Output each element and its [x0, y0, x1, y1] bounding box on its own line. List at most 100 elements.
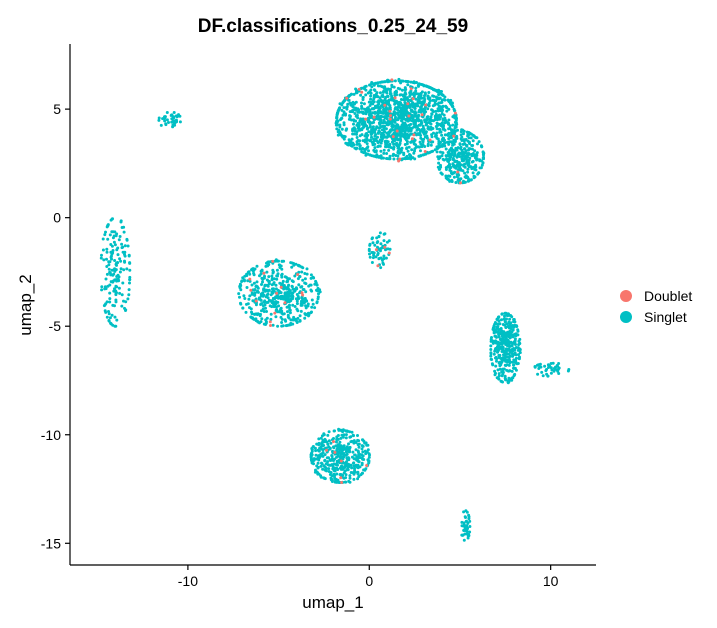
singlet-point: [280, 267, 284, 271]
singlet-point: [375, 236, 379, 240]
singlet-point: [368, 130, 372, 134]
singlet-point: [434, 112, 438, 116]
singlet-point: [316, 472, 320, 476]
singlet-point: [458, 143, 462, 146]
singlet-point: [259, 312, 262, 316]
singlet-point: [310, 310, 313, 314]
singlet-point: [465, 130, 469, 134]
singlet-point: [443, 133, 447, 137]
singlet-point: [431, 149, 435, 153]
singlet-point: [438, 141, 442, 145]
x-ticks: -10 0 10: [178, 565, 559, 589]
singlet-point: [336, 480, 340, 484]
singlet-point: [430, 135, 434, 139]
singlet-point: [102, 258, 106, 262]
singlet-point: [375, 81, 379, 85]
singlet-point: [274, 295, 278, 299]
singlet-point: [497, 347, 501, 351]
singlet-point: [299, 309, 303, 313]
singlet-point: [108, 297, 112, 301]
y-tick-label: -15: [41, 535, 61, 551]
singlet-point: [313, 306, 317, 310]
singlet-point: [364, 452, 368, 456]
singlet-point: [350, 118, 353, 122]
singlet-point: [100, 253, 103, 257]
singlet-point: [399, 98, 403, 101]
singlet-point: [367, 461, 371, 465]
singlet-point: [357, 121, 361, 125]
singlet-point: [455, 148, 459, 152]
singlet-point: [460, 152, 464, 156]
singlet-point: [352, 457, 356, 461]
singlet-point: [434, 125, 438, 128]
singlet-point: [514, 356, 518, 360]
legend-label-singlet: Singlet: [644, 309, 687, 325]
singlet-point: [104, 277, 108, 281]
singlet-point: [107, 312, 111, 316]
singlet-point: [482, 153, 485, 157]
singlet-point: [367, 249, 371, 253]
singlet-point: [335, 127, 339, 131]
singlet-point: [105, 265, 109, 268]
singlet-point: [510, 315, 514, 319]
singlet-point: [280, 259, 284, 263]
singlet-point: [248, 272, 252, 276]
singlet-point: [383, 111, 386, 114]
singlet-point: [422, 96, 426, 100]
singlet-point: [440, 98, 444, 102]
singlet-point: [411, 92, 414, 96]
singlet-point: [250, 283, 254, 287]
singlet-point: [425, 134, 429, 138]
singlet-point: [344, 141, 348, 145]
singlet-point: [294, 297, 298, 301]
singlet-point: [276, 272, 280, 276]
doublet-point: [269, 324, 272, 327]
singlet-point: [507, 347, 511, 351]
singlet-point: [437, 145, 441, 149]
singlet-point: [355, 132, 358, 136]
singlet-point: [382, 239, 386, 243]
singlet-point: [128, 281, 131, 285]
singlet-point: [291, 280, 295, 284]
singlet-point: [310, 448, 314, 452]
singlet-point: [453, 153, 457, 157]
singlet-point: [459, 145, 463, 149]
singlet-point: [434, 109, 438, 113]
singlet-point: [373, 146, 377, 150]
singlet-point: [479, 166, 483, 170]
y-tick-label: -5: [49, 318, 62, 334]
singlet-point: [396, 146, 400, 150]
singlet-point: [271, 296, 275, 300]
doublet-point: [387, 251, 391, 255]
singlet-point: [499, 332, 503, 336]
singlet-point: [366, 138, 370, 142]
singlet-point: [499, 363, 503, 367]
singlet-point: [333, 480, 337, 484]
singlet-point: [369, 133, 373, 136]
doublet-point: [374, 248, 378, 252]
singlet-point: [288, 303, 291, 307]
singlet-point: [316, 289, 319, 293]
singlet-point: [417, 154, 421, 158]
singlet-point: [358, 147, 362, 151]
singlet-point: [413, 147, 417, 151]
singlet-point: [502, 317, 506, 321]
singlet-point: [418, 140, 422, 144]
singlet-point: [428, 99, 432, 103]
singlet-point: [388, 92, 392, 96]
singlet-point: [366, 110, 370, 114]
singlet-point: [118, 257, 122, 261]
singlet-point: [462, 524, 466, 528]
singlet-point: [114, 324, 118, 328]
singlet-point: [118, 235, 122, 238]
singlet-point: [342, 121, 346, 125]
singlet-point: [120, 226, 124, 229]
singlet-point: [351, 129, 355, 133]
singlet-point: [451, 123, 455, 127]
singlet-point: [322, 444, 326, 447]
singlet-point: [316, 448, 320, 452]
singlet-point: [373, 110, 377, 114]
singlet-point: [385, 152, 389, 155]
singlet-point: [452, 171, 456, 175]
singlet-point: [495, 322, 499, 326]
